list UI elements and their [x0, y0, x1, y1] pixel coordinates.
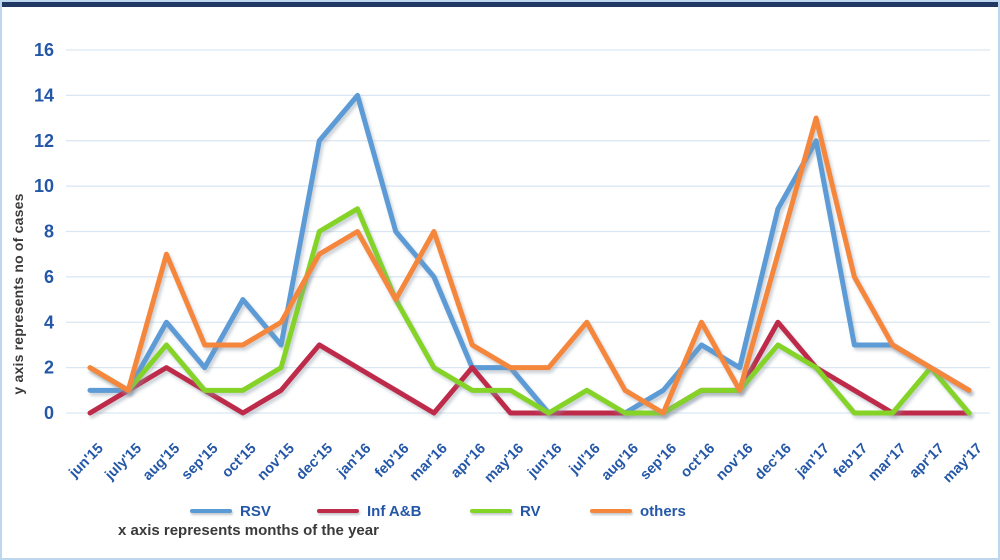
x-tick-label: aug'15	[140, 441, 183, 484]
x-tick-label: aug'16	[598, 441, 641, 484]
y-tick-label: 16	[34, 40, 54, 60]
x-tick-label: nov'16	[713, 441, 756, 484]
x-tick-label: dec'15	[293, 441, 336, 484]
x-tick-label: may'16	[482, 441, 528, 487]
legend-item-others: others	[590, 501, 686, 521]
x-tick-label: may'17	[940, 441, 986, 487]
others-line-swatch-icon	[590, 509, 632, 513]
x-tick-label: feb'17	[831, 441, 872, 482]
legend-label-inf-a-b: Inf A&B	[367, 502, 422, 520]
x-tick-label: jan'16	[334, 441, 375, 482]
x-tick-label: oct'15	[219, 441, 260, 482]
x-tick-label: feb'16	[372, 441, 413, 482]
y-tick-label: 2	[44, 358, 54, 378]
series-line-rsv	[87, 92, 972, 416]
y-tick-label: 4	[44, 312, 54, 332]
inf-a-b-line-swatch-icon	[317, 509, 359, 513]
y-tick-label: 6	[44, 267, 54, 287]
x-tick-label: sep'16	[637, 441, 680, 484]
series-line-others	[87, 115, 972, 416]
legend-label-rsv: RSV	[240, 502, 271, 520]
x-tick-label: july'15	[102, 441, 146, 485]
y-axis-title: y axis represents no of cases	[10, 193, 26, 395]
x-tick-label: jun'15	[66, 441, 107, 482]
y-axis-tick-labels: 0 2 4 6 8 10 12 14 16	[34, 40, 54, 423]
rsv-line-swatch-icon	[190, 509, 232, 513]
x-axis-tick-labels: jun'15july'15aug'15sep'15oct'15nov'15dec…	[66, 441, 986, 487]
gridlines	[66, 49, 990, 414]
legend-label-rv: RV	[520, 502, 541, 520]
x-tick-label: mar'17	[865, 441, 909, 485]
x-tick-label: dec'16	[752, 441, 795, 484]
x-tick-label: oct'16	[678, 441, 719, 482]
legend-item-rsv: RSV	[190, 501, 271, 521]
legend-item-inf-a-b: Inf A&B	[317, 501, 421, 521]
x-tick-label: jan'17	[792, 441, 833, 482]
y-tick-label: 0	[44, 403, 54, 423]
x-tick-label: nov'15	[255, 441, 298, 484]
x-axis-title: x axis represents months of the year	[118, 522, 379, 539]
top-border-bar	[2, 2, 998, 7]
y-tick-label: 12	[34, 131, 54, 151]
rv-line-swatch-icon	[470, 509, 512, 513]
y-tick-label: 14	[34, 85, 54, 105]
x-tick-label: sep'15	[179, 441, 222, 484]
x-tick-label: mar'16	[407, 441, 451, 485]
legend-label-others: others	[640, 502, 686, 520]
y-tick-label: 10	[34, 176, 54, 196]
y-tick-label: 8	[44, 222, 54, 242]
legend-item-rv: RV	[470, 501, 541, 521]
series-lines	[87, 92, 972, 416]
series-line-rv	[87, 206, 972, 416]
x-tick-label: jun'16	[524, 441, 565, 482]
